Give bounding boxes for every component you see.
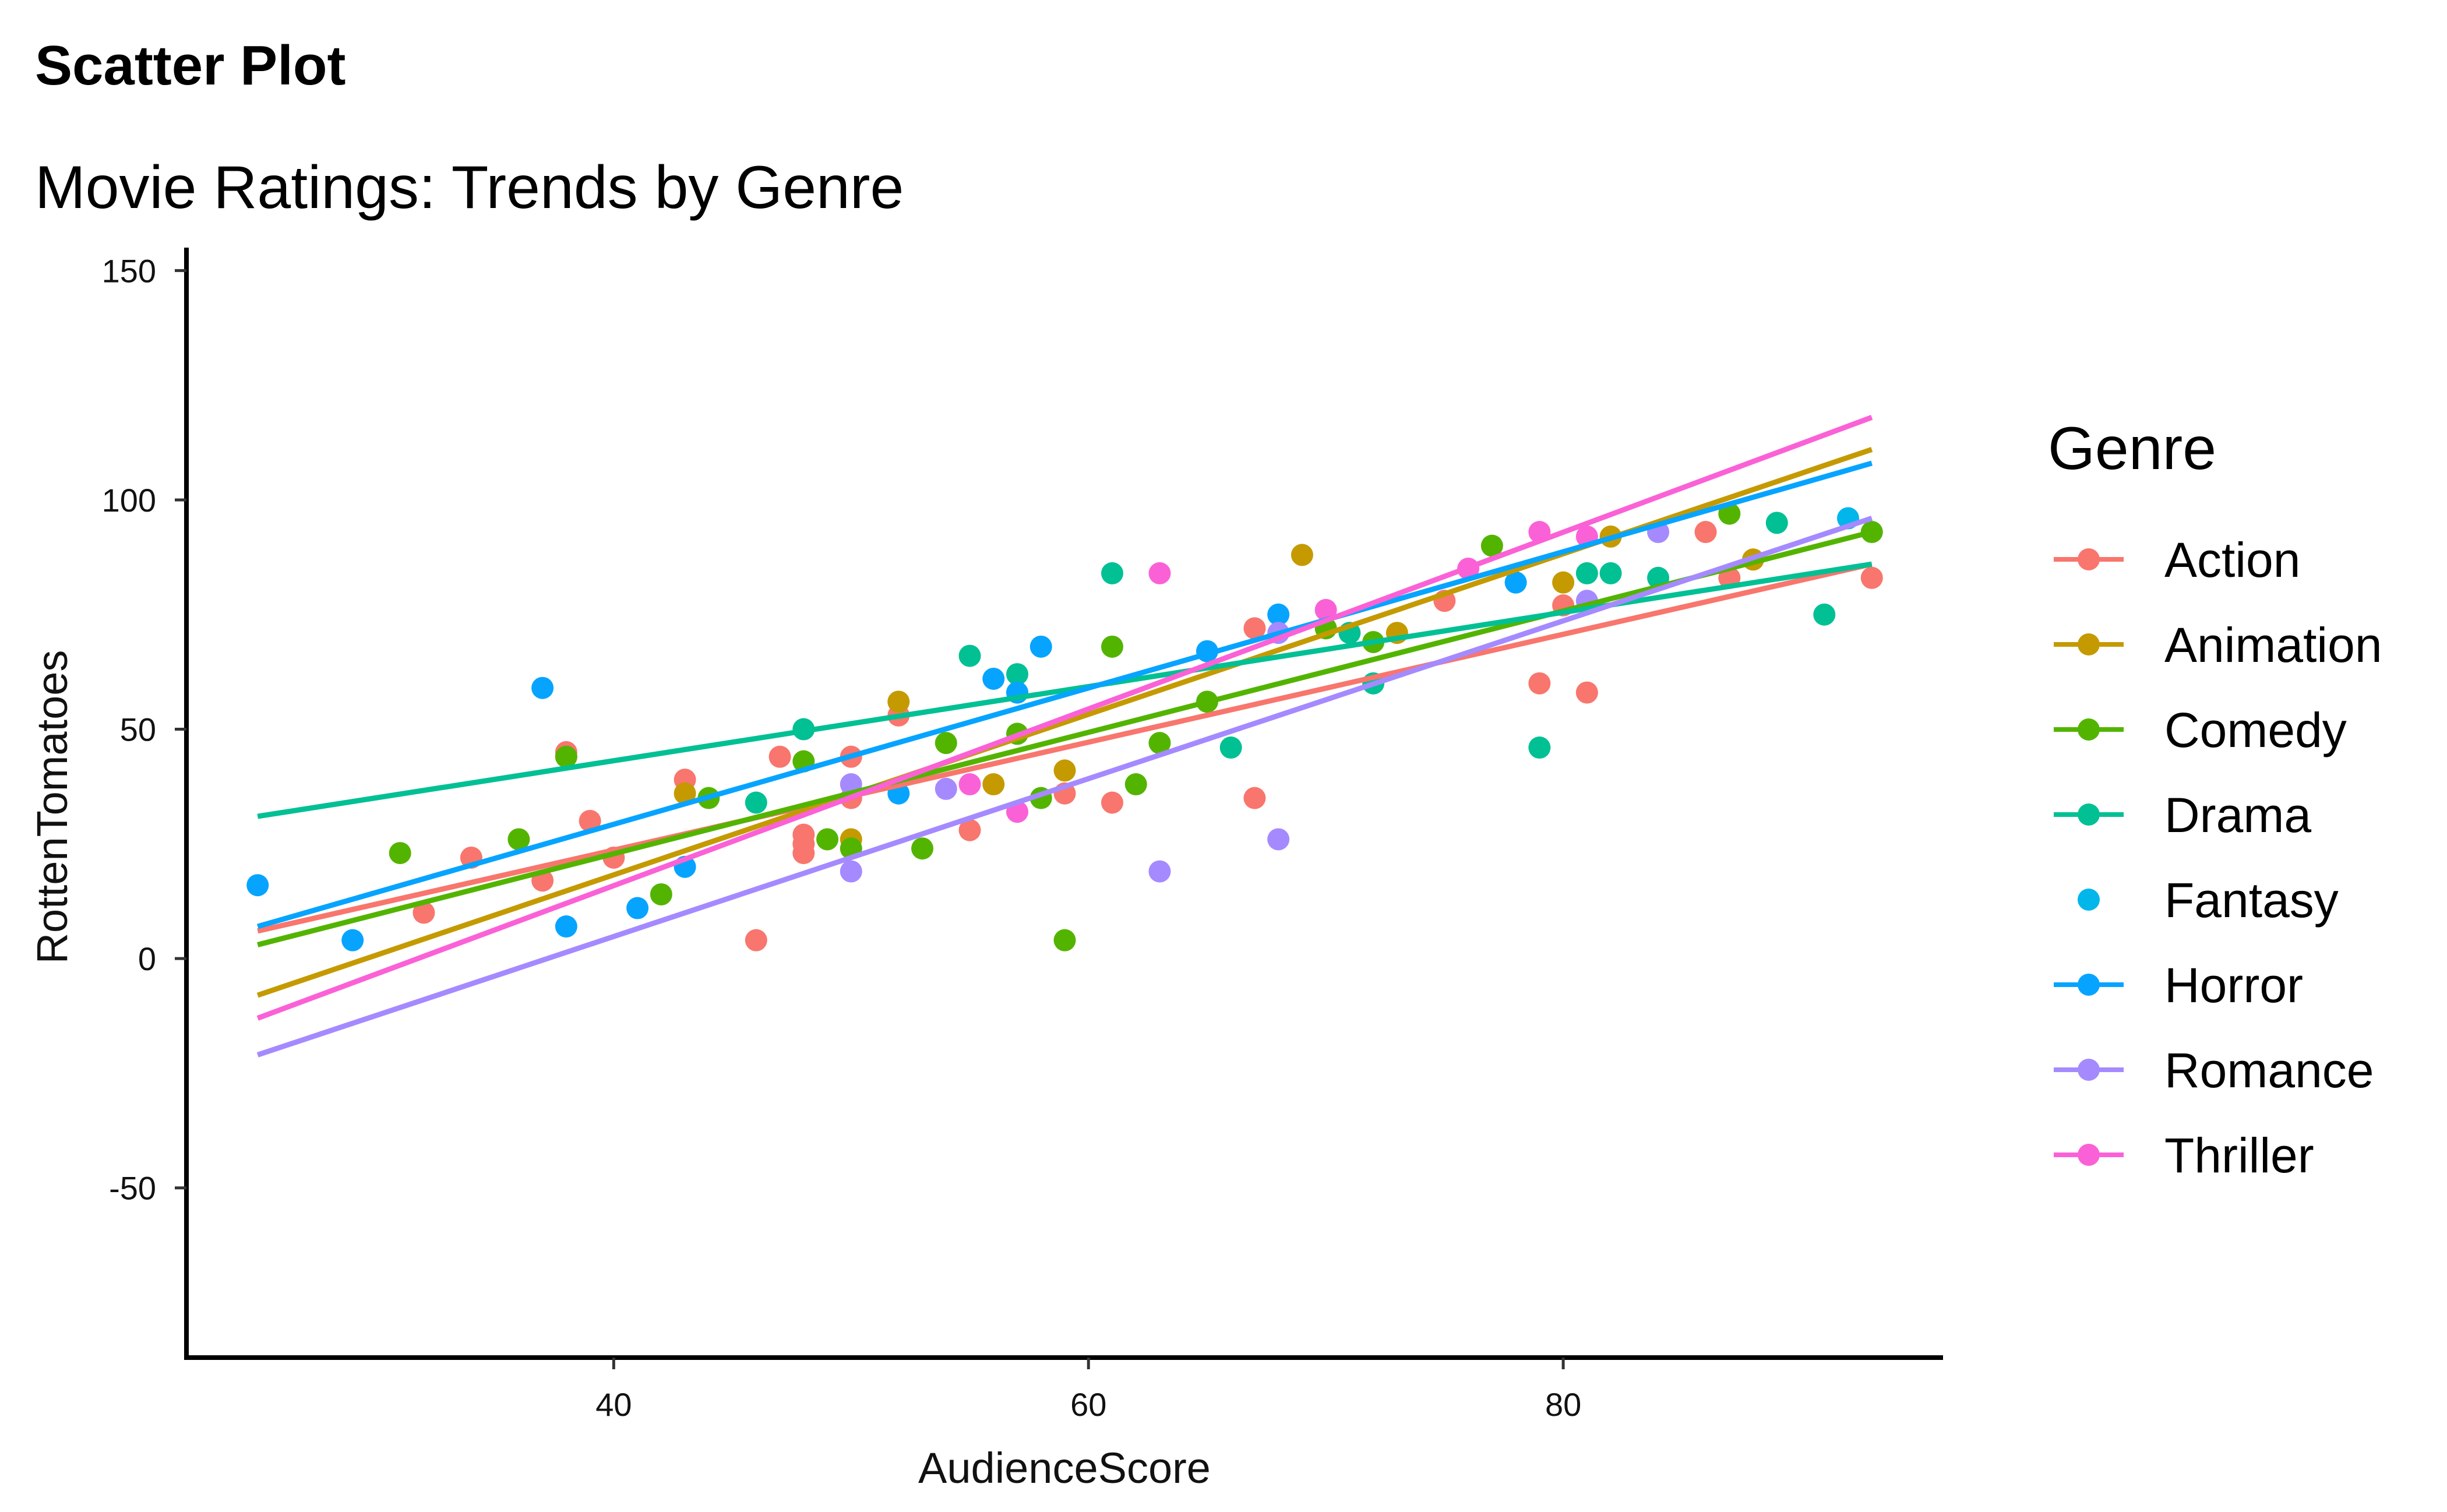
point-action bbox=[1528, 672, 1551, 695]
point-drama bbox=[1765, 512, 1788, 534]
point-horror bbox=[982, 667, 1005, 690]
y-tick-label: -50 bbox=[109, 1170, 156, 1207]
trend-line-comedy bbox=[257, 529, 1873, 947]
point-action bbox=[412, 901, 435, 924]
point-action bbox=[1694, 521, 1717, 544]
point-horror bbox=[1504, 571, 1527, 594]
point-horror bbox=[531, 676, 554, 699]
point-action bbox=[579, 809, 601, 832]
point-horror bbox=[341, 929, 364, 951]
point-thriller bbox=[958, 773, 981, 796]
point-action bbox=[1860, 566, 1883, 589]
legend-label-animation: Animation bbox=[2164, 618, 2382, 672]
legend-key-dot-thriller bbox=[2078, 1144, 2100, 1166]
point-drama bbox=[1219, 736, 1242, 759]
trend-line-action bbox=[257, 561, 1873, 934]
point-horror bbox=[555, 915, 577, 938]
point-drama bbox=[1599, 562, 1622, 584]
chart-title: Scatter Plot bbox=[35, 34, 345, 97]
trend-line-thriller bbox=[256, 415, 1873, 1021]
point-comedy bbox=[1148, 732, 1171, 755]
point-comedy bbox=[650, 883, 672, 905]
point-drama bbox=[958, 644, 981, 667]
y-tick-label: 0 bbox=[138, 940, 156, 977]
point-animation bbox=[1552, 571, 1575, 594]
legend-key-dot-fantasy bbox=[2078, 889, 2100, 911]
x-tick-label: 40 bbox=[595, 1386, 632, 1423]
point-drama bbox=[1006, 663, 1029, 686]
point-action bbox=[792, 842, 815, 865]
legend-key-dot-action bbox=[2078, 548, 2100, 570]
point-comedy bbox=[1124, 773, 1147, 796]
legend-label-thriller: Thriller bbox=[2164, 1128, 2314, 1183]
point-action bbox=[1101, 791, 1123, 814]
point-comedy bbox=[1101, 635, 1123, 658]
legend: Action Animation Comedy Drama Fantasy Horror R… bbox=[2054, 533, 2382, 1183]
point-comedy bbox=[816, 828, 839, 851]
point-romance bbox=[935, 777, 957, 800]
plot-area bbox=[246, 415, 1883, 1058]
legend-key-dot-romance bbox=[2078, 1059, 2100, 1081]
legend-label-comedy: Comedy bbox=[2164, 703, 2347, 757]
point-comedy bbox=[507, 828, 530, 851]
x-axis-title: AudienceScore bbox=[918, 1444, 1211, 1492]
x-tick-label: 80 bbox=[1545, 1386, 1581, 1423]
point-romance bbox=[1148, 860, 1171, 883]
point-animation bbox=[674, 782, 696, 805]
point-action bbox=[1575, 681, 1598, 704]
point-comedy bbox=[911, 837, 934, 860]
legend-label-romance: Romance bbox=[2164, 1043, 2374, 1098]
x-axis-ticks: 40 60 80 bbox=[595, 1358, 1581, 1423]
point-action bbox=[1243, 787, 1266, 809]
legend-key-dot-horror bbox=[2078, 974, 2100, 996]
point-horror bbox=[246, 874, 269, 897]
point-comedy bbox=[1480, 534, 1503, 557]
legend-key-dot-comedy bbox=[2078, 718, 2100, 741]
point-drama bbox=[1575, 562, 1598, 584]
y-tick-label: 50 bbox=[120, 711, 156, 748]
y-tick-label: 100 bbox=[102, 482, 156, 519]
point-action bbox=[745, 929, 767, 951]
x-tick-label: 60 bbox=[1070, 1386, 1106, 1423]
point-animation bbox=[1291, 544, 1313, 566]
legend-label-fantasy: Fantasy bbox=[2164, 873, 2339, 928]
y-tick-label: 150 bbox=[102, 252, 156, 289]
point-comedy bbox=[555, 745, 577, 768]
legend-label-action: Action bbox=[2164, 533, 2300, 587]
y-axis-ticks: 150 100 50 0 -50 bbox=[102, 252, 186, 1207]
legend-title: Genre bbox=[2048, 415, 2216, 482]
point-animation bbox=[982, 773, 1005, 796]
point-horror bbox=[1267, 603, 1290, 626]
point-action bbox=[1243, 617, 1266, 640]
point-horror bbox=[626, 897, 649, 919]
legend-label-horror: Horror bbox=[2164, 958, 2303, 1013]
trend-line-romance bbox=[256, 516, 1873, 1058]
point-action bbox=[768, 745, 791, 768]
point-horror bbox=[1029, 635, 1052, 658]
point-comedy bbox=[389, 842, 411, 865]
point-animation bbox=[887, 690, 910, 713]
point-comedy bbox=[1053, 929, 1076, 951]
point-drama bbox=[745, 791, 767, 814]
point-drama bbox=[1528, 736, 1551, 759]
y-axis-title: RottenTomatoes bbox=[28, 650, 76, 964]
legend-key-dot-animation bbox=[2078, 633, 2100, 655]
point-romance bbox=[1267, 828, 1290, 851]
point-drama bbox=[1101, 562, 1123, 584]
chart-subtitle: Movie Ratings: Trends by Genre bbox=[35, 154, 904, 221]
point-action bbox=[958, 819, 981, 841]
point-thriller bbox=[1314, 598, 1337, 621]
legend-label-drama: Drama bbox=[2164, 788, 2311, 843]
trend-line-horror bbox=[256, 460, 1873, 929]
legend-key-dot-drama bbox=[2078, 803, 2100, 826]
point-romance bbox=[840, 860, 862, 883]
point-thriller bbox=[1148, 562, 1171, 584]
point-drama bbox=[1813, 603, 1836, 626]
point-comedy bbox=[935, 732, 957, 755]
point-animation bbox=[1053, 759, 1076, 782]
